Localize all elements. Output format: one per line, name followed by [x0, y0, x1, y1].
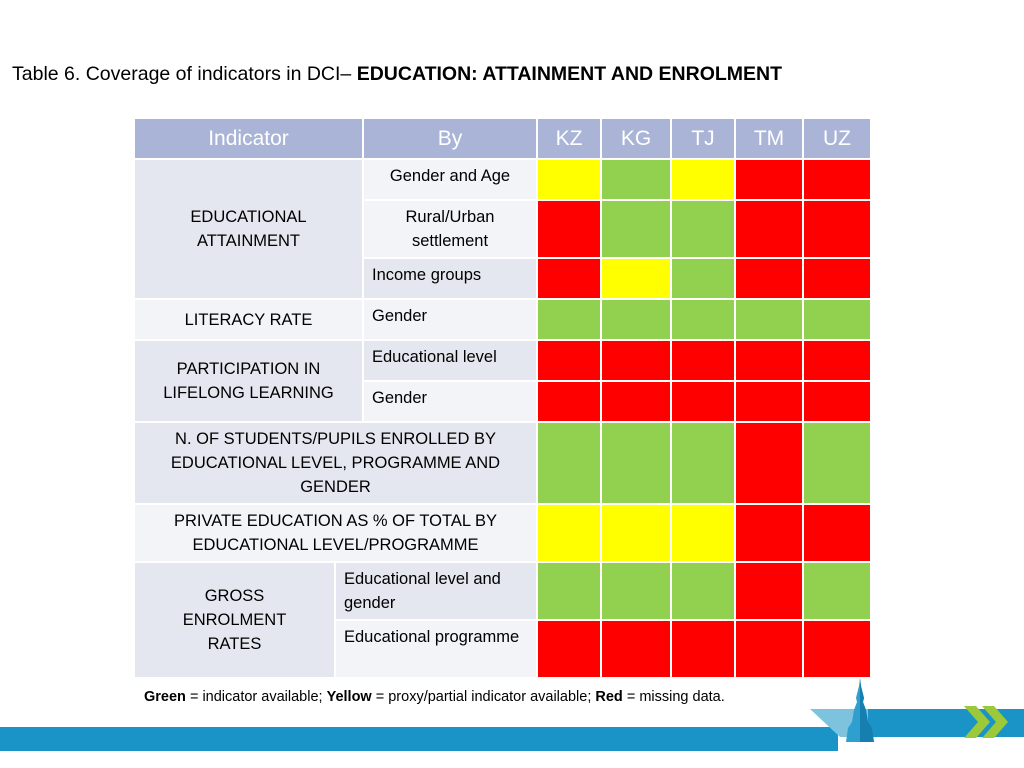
legend: Green = indicator available; Yellow = pr…	[144, 689, 725, 705]
status-cell-yellow	[536, 158, 602, 201]
status-cell-red	[734, 257, 804, 300]
status-cell-red	[734, 619, 804, 679]
header-tm: TM	[734, 117, 804, 160]
status-cell-green	[670, 257, 736, 300]
header-kz: KZ	[536, 117, 602, 160]
title-bold: EDUCATION: ATTAINMENT AND ENROLMENT	[356, 63, 783, 85]
status-cell-green	[600, 421, 672, 505]
status-cell-green	[802, 561, 872, 621]
coverage-table: Indicator By KZ KG TJ TM UZ EDUCATIONAL …	[133, 117, 872, 563]
status-cell-red	[734, 503, 804, 563]
status-cell-red	[802, 380, 872, 423]
table-row: PARTICIPATION IN LIFELONG LEARNING Educa…	[133, 339, 872, 423]
status-cell-green	[600, 298, 672, 341]
status-cell-red	[670, 619, 736, 679]
status-cell-green	[670, 199, 736, 259]
footer-bar	[0, 727, 838, 751]
by-cell: Gender	[362, 298, 538, 341]
legend-red-text: = missing data.	[622, 689, 725, 705]
status-cell-green	[670, 298, 736, 341]
by-cell: Educational programme	[334, 619, 538, 679]
table-row: Gender	[134, 380, 872, 423]
indicator-cell: LITERACY RATE	[133, 298, 364, 341]
by-cell: Educational level	[362, 339, 538, 382]
by-cell: Gender	[362, 380, 538, 423]
status-cell-red	[802, 619, 872, 679]
status-cell-red	[536, 619, 602, 679]
header-uz: UZ	[802, 117, 872, 160]
status-cell-green	[802, 298, 872, 341]
indicator-cell: EDUCATIONAL ATTAINMENT	[133, 158, 364, 300]
status-cell-yellow	[670, 158, 736, 201]
status-cell-green	[600, 561, 672, 621]
status-cell-red	[536, 339, 602, 382]
tower-logo-icon	[846, 678, 874, 742]
table-header-row: Indicator By KZ KG TJ TM UZ	[133, 117, 872, 160]
by-cell: Rural/Urban settlement	[362, 199, 538, 259]
status-cell-red	[536, 380, 602, 423]
gross-enrolment-table: GROSS ENROLMENT RATES Educational level …	[133, 561, 872, 679]
status-cell-green	[670, 561, 736, 621]
status-cell-green	[802, 421, 872, 505]
by-cell: Gender and Age	[362, 158, 538, 201]
status-cell-green	[600, 199, 672, 259]
status-cell-red	[536, 257, 602, 300]
status-cell-red	[536, 199, 602, 259]
status-cell-green	[536, 421, 602, 505]
status-cell-red	[734, 421, 804, 505]
status-cell-red	[734, 199, 804, 259]
status-cell-yellow	[536, 503, 602, 563]
indicator-cell: GROSS ENROLMENT RATES	[133, 561, 336, 679]
status-cell-red	[600, 380, 672, 423]
status-cell-red	[802, 503, 872, 563]
status-cell-red	[802, 199, 872, 259]
double-chevron-right-icon	[964, 706, 1008, 738]
header-tj: TJ	[670, 117, 736, 160]
by-cell: Educational level and gender	[334, 561, 538, 621]
status-cell-red	[670, 380, 736, 423]
status-cell-green	[536, 298, 602, 341]
table-row: EDUCATIONAL ATTAINMENT Gender and Age	[133, 158, 872, 300]
status-cell-yellow	[600, 257, 672, 300]
status-cell-red	[734, 339, 804, 382]
status-cell-red	[802, 158, 872, 201]
header-kg: KG	[600, 117, 672, 160]
title-prefix: Table 6. Coverage of indicators in DCI–	[12, 63, 357, 85]
status-cell-red	[802, 257, 872, 300]
legend-green-text: = indicator available;	[185, 689, 327, 705]
table-row: PRIVATE EDUCATION AS % OF TOTAL BY EDUCA…	[133, 503, 872, 563]
legend-green-word: Green	[144, 689, 186, 705]
legend-yellow-text: = proxy/partial indicator available;	[371, 689, 596, 705]
status-cell-green	[536, 561, 602, 621]
table-row: GROSS ENROLMENT RATES Educational level …	[133, 561, 872, 679]
status-cell-red	[600, 619, 672, 679]
table-row: Income groups	[134, 257, 872, 300]
legend-yellow-word: Yellow	[326, 689, 372, 705]
page-title: Table 6. Coverage of indicators in DCI– …	[12, 63, 782, 86]
status-cell-green	[734, 298, 804, 341]
status-cell-red	[670, 339, 736, 382]
status-cell-red	[802, 339, 872, 382]
status-cell-red	[600, 339, 672, 382]
status-cell-red	[734, 380, 804, 423]
by-cell: Income groups	[362, 257, 538, 300]
status-cell-red	[734, 561, 804, 621]
legend-red-word: Red	[595, 689, 623, 705]
table-row: N. OF STUDENTS/PUPILS ENROLLED BY EDUCAT…	[133, 421, 872, 505]
status-cell-green	[600, 158, 672, 201]
table-row: Educational programme	[134, 619, 872, 679]
table-row: Rural/Urban settlement	[134, 199, 872, 259]
header-by: By	[362, 117, 538, 160]
indicator-cell: PRIVATE EDUCATION AS % OF TOTAL BY EDUCA…	[133, 503, 538, 563]
table-row: LITERACY RATE Gender	[133, 298, 872, 341]
status-cell-yellow	[600, 503, 672, 563]
indicator-cell: N. OF STUDENTS/PUPILS ENROLLED BY EDUCAT…	[133, 421, 538, 505]
status-cell-yellow	[670, 503, 736, 563]
status-cell-red	[734, 158, 804, 201]
indicator-cell: PARTICIPATION IN LIFELONG LEARNING	[133, 339, 364, 423]
status-cell-green	[670, 421, 736, 505]
header-indicator: Indicator	[133, 117, 364, 160]
